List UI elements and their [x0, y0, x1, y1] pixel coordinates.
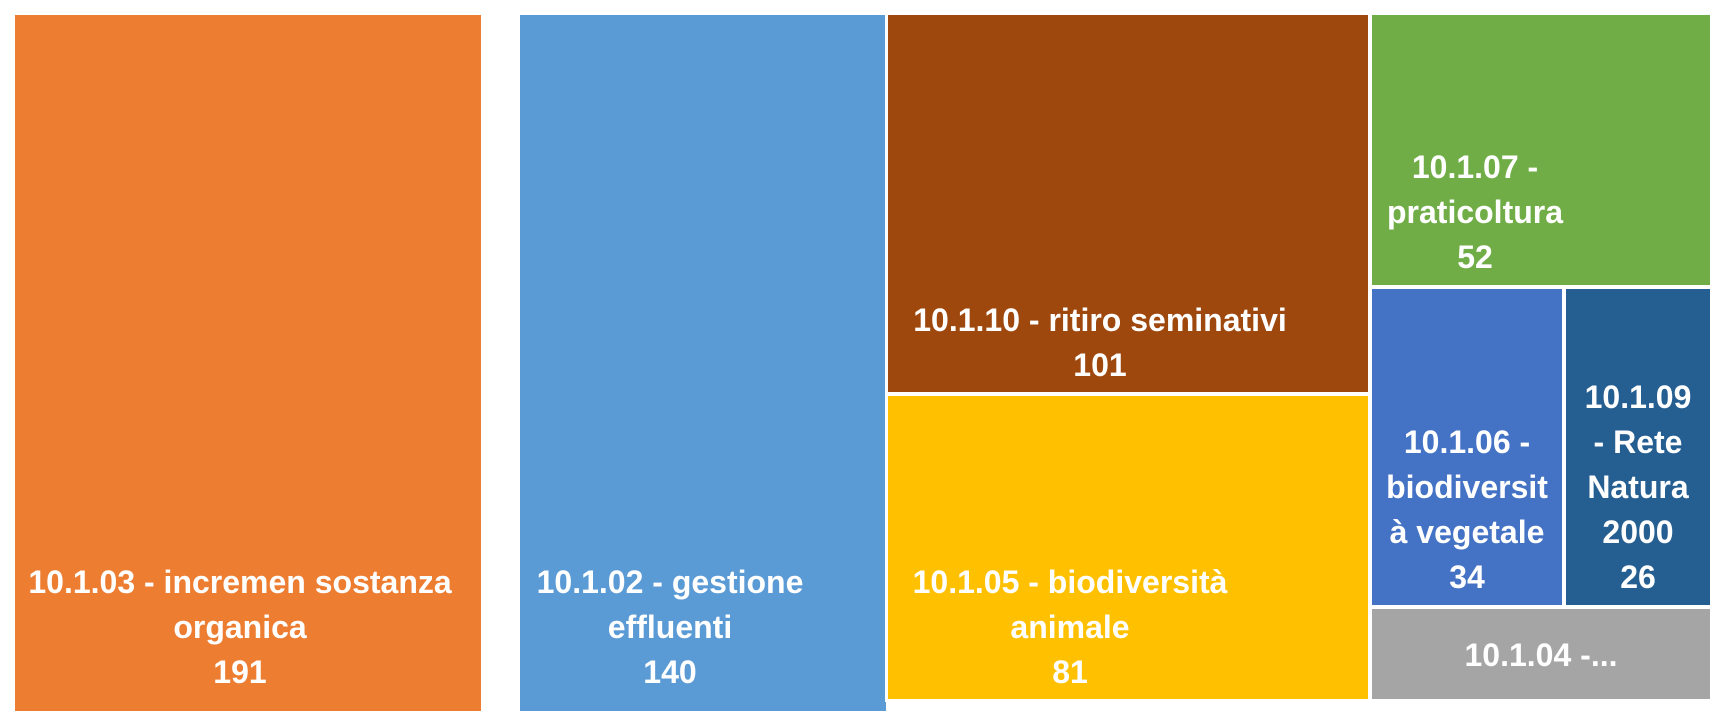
tile-label-line: - Rete: [1593, 424, 1683, 460]
tile-label-line: Natura: [1587, 469, 1689, 505]
treemap-tile-10-1-06: [1369, 286, 1565, 608]
tile-label-line: 10.1.06 -: [1403, 424, 1531, 460]
treemap-tile-10-1-03: [12, 12, 484, 714]
tile-label-line: 10.1.09: [1584, 379, 1692, 415]
tile-value-label: 81: [1052, 654, 1088, 690]
tile-label-line: 10.1.02 - gestione: [536, 564, 804, 600]
tile-label: 10.1.07 - praticoltura 52: [1375, 145, 1575, 280]
treemap-tile-10-1-07: [1369, 12, 1713, 288]
tile-label-line: praticoltura: [1386, 194, 1564, 230]
tile-label-line: effluenti: [607, 609, 733, 645]
tile-label: 10.1.09 - Rete Natura 2000 26: [1567, 375, 1709, 600]
tile-label-line: 2000: [1602, 514, 1674, 550]
tile-label: 10.1.02 - gestione effluenti 140: [525, 560, 815, 695]
tile-label-line: 10.1.04 -...: [1464, 637, 1618, 673]
tile-value-label: 26: [1620, 559, 1656, 595]
tile-label-line: 10.1.10 - ritiro seminativi: [913, 302, 1287, 338]
tile-label-line: 10.1.03 - incremen sostanza: [28, 564, 452, 600]
treemap-tile-10-1-09: [1563, 286, 1713, 608]
tile-label-line: 10.1.05 - biodiversità: [912, 564, 1228, 600]
tile-label-line: animale: [1010, 609, 1130, 645]
treemap-tile-10-1-04: [1369, 606, 1713, 702]
tile-label-line: à vegetale: [1389, 514, 1545, 550]
tile-value-label: 34: [1449, 559, 1485, 595]
tile-value-label: 101: [1073, 347, 1127, 383]
tile-value-label: 191: [213, 654, 267, 690]
tile-label: 10.1.05 - biodiversità animale 81: [900, 560, 1240, 695]
treemap-tile-10-1-02: [517, 12, 889, 714]
tile-label: 10.1.03 - incremen sostanza organica 191: [20, 560, 460, 695]
tile-label-line: 10.1.07 -: [1411, 149, 1539, 185]
tile-value-label: 140: [643, 654, 697, 690]
tile-label: 10.1.10 - ritiro seminativi 101: [900, 298, 1300, 388]
tile-label-line: organica: [173, 609, 307, 645]
tile-label: 10.1.06 - biodiversit à vegetale 34: [1373, 420, 1561, 600]
treemap-tile-10-1-05: [885, 393, 1371, 702]
tile-label-line: biodiversit: [1386, 469, 1548, 505]
tile-label: 10.1.04 -...: [1369, 633, 1713, 678]
tile-value-label: 52: [1457, 239, 1493, 275]
